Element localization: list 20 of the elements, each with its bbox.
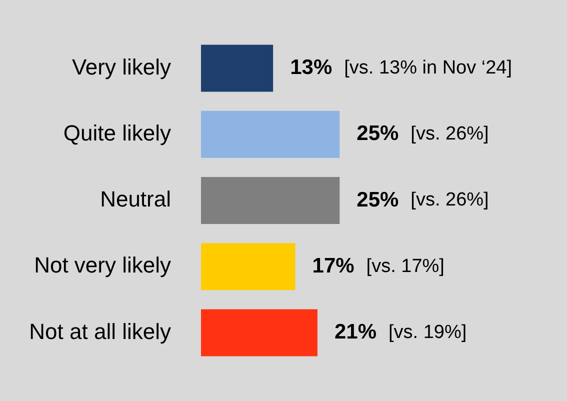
text: [vs. 17%] xyxy=(366,256,444,277)
text: [vs. 26%] xyxy=(410,190,489,211)
y-tick-label: Very likely xyxy=(72,54,171,80)
y-tick-label: Not very likely xyxy=(34,252,171,278)
bar xyxy=(201,177,340,224)
bar xyxy=(201,243,296,290)
text: [vs. 13% in Nov ‘24] xyxy=(344,57,512,78)
bar xyxy=(201,309,318,356)
data-label: 25% xyxy=(356,188,399,212)
data-label: 17% xyxy=(312,254,355,278)
text: [vs. 19%] xyxy=(388,322,467,343)
bar xyxy=(201,44,274,92)
data-label: 13% xyxy=(290,56,332,80)
y-tick-label: Neutral xyxy=(100,186,171,212)
bar xyxy=(201,110,340,158)
data-label: 21% xyxy=(334,320,377,344)
y-tick-label: Not at all likely xyxy=(29,318,171,344)
y-tick-label: Quite likely xyxy=(63,120,171,146)
data-label: 25% xyxy=(356,122,399,146)
text: [vs. 26%] xyxy=(410,124,489,145)
